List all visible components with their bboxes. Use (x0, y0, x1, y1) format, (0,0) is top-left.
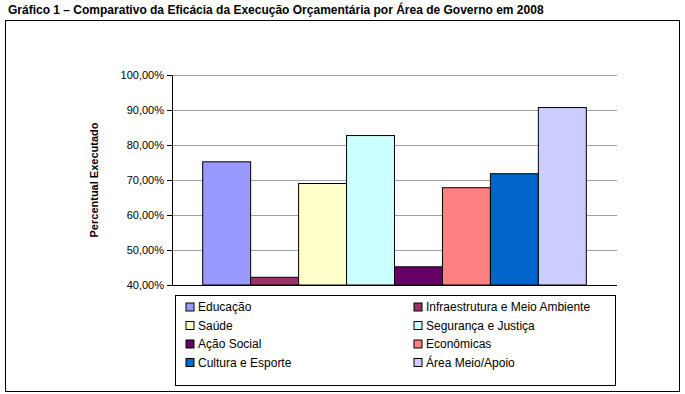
y-tick-mark (167, 110, 172, 111)
legend: Educação Infraestrutura e Meio Ambiente Sa… (176, 296, 616, 386)
y-tick-label: 80,00% (127, 139, 165, 151)
legend-label: Área Meio/Apoio (426, 355, 515, 370)
legend-swatch (414, 322, 422, 330)
legend-label: Econômicas (426, 337, 491, 351)
bar (442, 188, 490, 285)
legend-label: Infraestrutura e Meio Ambiente (426, 300, 590, 314)
bar (203, 162, 251, 285)
x-axis (172, 285, 617, 287)
y-tick-mark (167, 250, 172, 251)
legend-swatch (414, 359, 422, 367)
legend-swatch (186, 303, 194, 311)
legend-item: Área Meio/Apoio (414, 355, 515, 370)
y-tick-label: 100,00% (121, 69, 165, 81)
bar (347, 136, 395, 285)
legend-item: Econômicas (414, 337, 491, 351)
legend-label: Saúde (198, 319, 233, 333)
y-tick-label: 90,00% (127, 104, 165, 116)
chart-frame (6, 21, 680, 392)
legend-item: Saúde (186, 319, 233, 333)
y-axis-title: Percentual Executado (88, 122, 100, 237)
bar (299, 184, 347, 286)
grid-line (172, 285, 617, 286)
legend-item: Ação Social (186, 337, 261, 351)
y-tick-mark (167, 180, 172, 181)
bars (203, 108, 587, 285)
legend-item: Segurança e Justiça (414, 319, 535, 333)
y-tick: 60,00% (127, 209, 172, 221)
y-axis-line (172, 76, 173, 286)
y-tick: 100,00% (121, 69, 172, 81)
y-axis: 40,00% 50,00% 60,00% 70,00% 80,00% 90,00% 100,… (121, 69, 173, 291)
y-tick-label: 70,00% (127, 174, 165, 186)
y-tick: 40,00% (127, 279, 172, 291)
legend-item: Infraestrutura e Meio Ambiente (414, 300, 590, 314)
legend-label: Ação Social (198, 337, 261, 351)
chart: Gráfico 1 – Comparativo da Eficácia da E… (0, 0, 685, 394)
y-tick-mark (167, 145, 172, 146)
legend-label: Cultura e Esporte (198, 356, 292, 370)
y-tick-mark (167, 215, 172, 216)
bar (490, 174, 538, 285)
legend-label: Segurança e Justiça (426, 319, 535, 333)
bar (538, 108, 586, 285)
y-tick: 50,00% (127, 244, 172, 256)
legend-box (176, 296, 616, 386)
legend-swatch (186, 359, 194, 367)
y-tick-mark (167, 75, 172, 76)
grid-line (172, 75, 617, 76)
y-tick-label: 40,00% (127, 279, 165, 291)
y-tick-mark (167, 285, 172, 286)
legend-swatch (414, 303, 422, 311)
legend-swatch (186, 340, 194, 348)
y-tick-label: 60,00% (127, 209, 165, 221)
legend-swatch (186, 322, 194, 330)
y-tick: 70,00% (127, 174, 172, 186)
y-tick: 80,00% (127, 139, 172, 151)
bar (395, 267, 443, 285)
grid (172, 76, 617, 286)
bar (251, 277, 299, 285)
x-axis-line (172, 285, 617, 286)
legend-swatch (414, 340, 422, 348)
y-tick-label: 50,00% (127, 244, 165, 256)
title: Gráfico 1 – Comparativo da Eficácia da E… (8, 2, 544, 17)
legend-label: Educação (198, 300, 252, 314)
legend-item: Educação (186, 300, 252, 314)
y-tick: 90,00% (127, 104, 172, 116)
legend-item: Cultura e Esporte (186, 356, 292, 370)
